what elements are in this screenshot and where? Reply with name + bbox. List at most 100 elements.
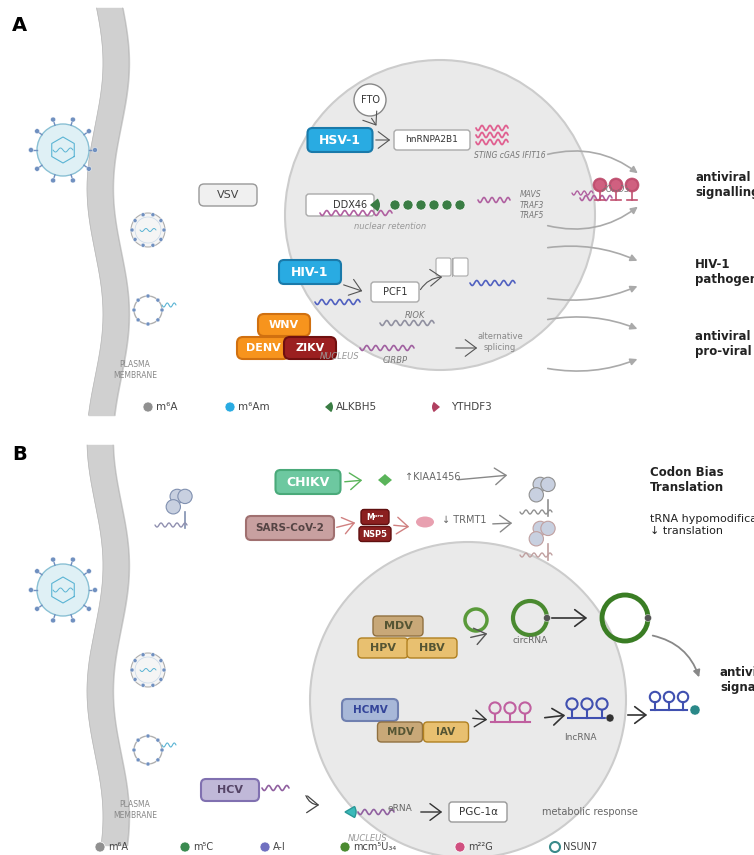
Text: PLASMA
MEMBRANE: PLASMA MEMBRANE bbox=[113, 800, 157, 820]
Text: ↓ TRMT1: ↓ TRMT1 bbox=[442, 515, 486, 525]
Circle shape bbox=[151, 243, 155, 247]
Circle shape bbox=[455, 200, 465, 210]
Circle shape bbox=[180, 842, 190, 852]
Circle shape bbox=[609, 178, 623, 192]
Text: lncRNA: lncRNA bbox=[564, 733, 596, 741]
Text: tRNA hypomodification
↓ translation: tRNA hypomodification ↓ translation bbox=[650, 514, 754, 536]
Text: NUCLEUS: NUCLEUS bbox=[320, 351, 360, 361]
Text: metabolic response: metabolic response bbox=[542, 807, 638, 817]
Circle shape bbox=[51, 178, 56, 183]
FancyBboxPatch shape bbox=[371, 282, 419, 302]
Circle shape bbox=[35, 606, 40, 611]
Text: m⁶A: m⁶A bbox=[108, 842, 128, 852]
Circle shape bbox=[133, 219, 137, 222]
Circle shape bbox=[260, 842, 270, 852]
Circle shape bbox=[87, 129, 91, 133]
Text: DENV: DENV bbox=[246, 343, 280, 353]
FancyBboxPatch shape bbox=[275, 470, 341, 494]
Wedge shape bbox=[378, 475, 387, 486]
Circle shape bbox=[354, 84, 386, 116]
Text: HIV-1: HIV-1 bbox=[291, 266, 329, 279]
Text: HBV: HBV bbox=[419, 643, 445, 653]
Circle shape bbox=[533, 477, 547, 492]
Circle shape bbox=[146, 294, 150, 298]
FancyBboxPatch shape bbox=[453, 258, 468, 276]
Circle shape bbox=[170, 489, 184, 504]
Circle shape bbox=[533, 522, 547, 535]
Circle shape bbox=[136, 738, 140, 742]
Text: A-I: A-I bbox=[273, 842, 286, 852]
Wedge shape bbox=[383, 475, 392, 486]
Text: FOXO3: FOXO3 bbox=[602, 186, 631, 194]
Circle shape bbox=[340, 842, 350, 852]
Text: B: B bbox=[12, 445, 26, 464]
Text: FTO: FTO bbox=[360, 95, 379, 105]
FancyBboxPatch shape bbox=[394, 130, 470, 150]
Circle shape bbox=[151, 683, 155, 687]
Text: WNV: WNV bbox=[269, 320, 299, 330]
Circle shape bbox=[130, 228, 134, 232]
Circle shape bbox=[625, 178, 639, 192]
Text: HCMV: HCMV bbox=[353, 705, 388, 715]
Circle shape bbox=[35, 167, 40, 171]
Circle shape bbox=[132, 748, 136, 752]
FancyBboxPatch shape bbox=[361, 510, 389, 524]
FancyBboxPatch shape bbox=[279, 260, 341, 284]
Text: m²²G: m²²G bbox=[468, 842, 493, 852]
Circle shape bbox=[159, 238, 163, 241]
Text: antiviral
signalling: antiviral signalling bbox=[720, 666, 754, 694]
Text: PGC-1α: PGC-1α bbox=[458, 807, 498, 817]
Wedge shape bbox=[325, 402, 333, 412]
Circle shape bbox=[136, 298, 140, 302]
Circle shape bbox=[29, 587, 33, 593]
Circle shape bbox=[541, 477, 555, 492]
FancyBboxPatch shape bbox=[199, 184, 257, 206]
Text: RIOK: RIOK bbox=[405, 310, 425, 320]
Circle shape bbox=[136, 318, 140, 321]
Text: MDV: MDV bbox=[387, 727, 413, 737]
Text: MAVS
TRAF3
TRAF5: MAVS TRAF3 TRAF5 bbox=[520, 190, 544, 220]
FancyBboxPatch shape bbox=[358, 638, 408, 658]
Circle shape bbox=[143, 402, 153, 412]
Circle shape bbox=[141, 243, 145, 247]
FancyBboxPatch shape bbox=[407, 638, 457, 658]
Circle shape bbox=[162, 228, 166, 232]
Circle shape bbox=[51, 618, 56, 623]
Circle shape bbox=[132, 308, 136, 312]
Text: Codon Bias
Translation: Codon Bias Translation bbox=[650, 466, 724, 494]
Ellipse shape bbox=[416, 516, 434, 528]
Circle shape bbox=[70, 557, 75, 562]
Circle shape bbox=[51, 117, 56, 122]
Text: CHIKV: CHIKV bbox=[287, 475, 329, 488]
Circle shape bbox=[93, 148, 97, 152]
Circle shape bbox=[162, 668, 166, 672]
Circle shape bbox=[442, 200, 452, 210]
Circle shape bbox=[151, 213, 155, 217]
Circle shape bbox=[310, 542, 626, 855]
Text: PCF1: PCF1 bbox=[383, 287, 407, 297]
Text: CIRBP: CIRBP bbox=[382, 356, 407, 364]
Text: circRNA: circRNA bbox=[513, 635, 547, 645]
Text: IAV: IAV bbox=[437, 727, 455, 737]
Circle shape bbox=[133, 658, 137, 663]
Circle shape bbox=[390, 200, 400, 210]
FancyBboxPatch shape bbox=[306, 194, 374, 216]
Wedge shape bbox=[432, 402, 440, 412]
Circle shape bbox=[95, 842, 105, 852]
Text: HCV: HCV bbox=[217, 785, 243, 795]
Text: YTHDF3: YTHDF3 bbox=[451, 402, 492, 412]
Circle shape bbox=[627, 180, 637, 190]
Text: HPV: HPV bbox=[370, 643, 396, 653]
Circle shape bbox=[645, 615, 651, 622]
Circle shape bbox=[403, 200, 413, 210]
Circle shape bbox=[160, 748, 164, 752]
Text: m⁶A: m⁶A bbox=[156, 402, 177, 412]
Circle shape bbox=[70, 618, 75, 623]
Text: SARS-CoV-2: SARS-CoV-2 bbox=[256, 523, 324, 533]
Circle shape bbox=[35, 129, 40, 133]
Text: nuclear retention: nuclear retention bbox=[354, 221, 426, 231]
Text: NSP5: NSP5 bbox=[363, 529, 388, 539]
Circle shape bbox=[131, 653, 165, 687]
Circle shape bbox=[690, 705, 700, 715]
FancyBboxPatch shape bbox=[359, 527, 391, 541]
